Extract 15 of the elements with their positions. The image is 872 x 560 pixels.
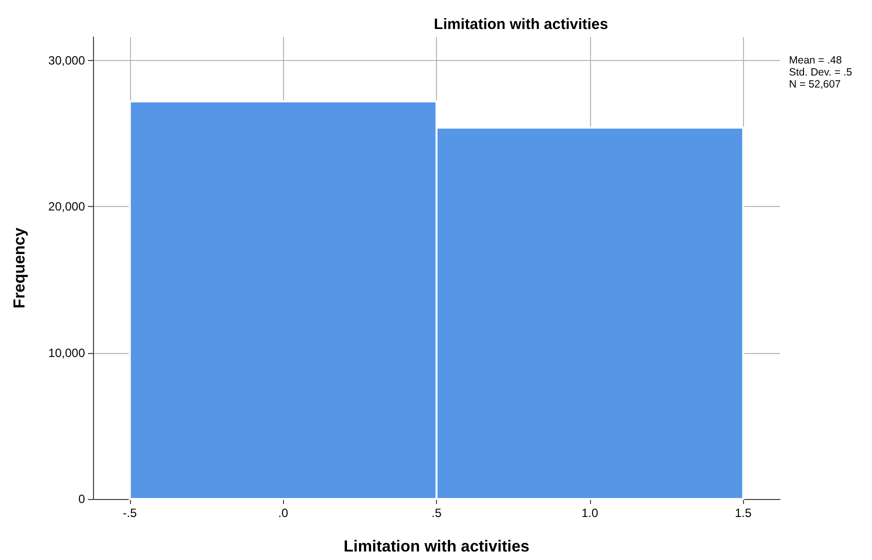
y-tick-label: 20,000 (48, 200, 86, 214)
x-tick-label: -.5 (122, 506, 138, 520)
text: Std. Dev. = .5 (789, 66, 852, 78)
y-tick-label: 0 (78, 492, 86, 506)
x-axis-title: Limitation with activities (344, 538, 530, 556)
x-tick-label: 1.5 (734, 506, 752, 520)
text: N = 52,607 (789, 78, 841, 90)
y-axis-title: Frequency (12, 227, 28, 308)
x-tick-label: .0 (278, 506, 288, 520)
x-tick-label: 1.0 (582, 506, 599, 520)
text: Mean = .48 (789, 54, 842, 66)
y-tick-label: 30,000 (48, 53, 86, 68)
y-tick-label: 10,000 (48, 346, 86, 360)
chart-title: Limitation with activities (434, 16, 608, 33)
x-tick-label: .5 (431, 506, 442, 520)
